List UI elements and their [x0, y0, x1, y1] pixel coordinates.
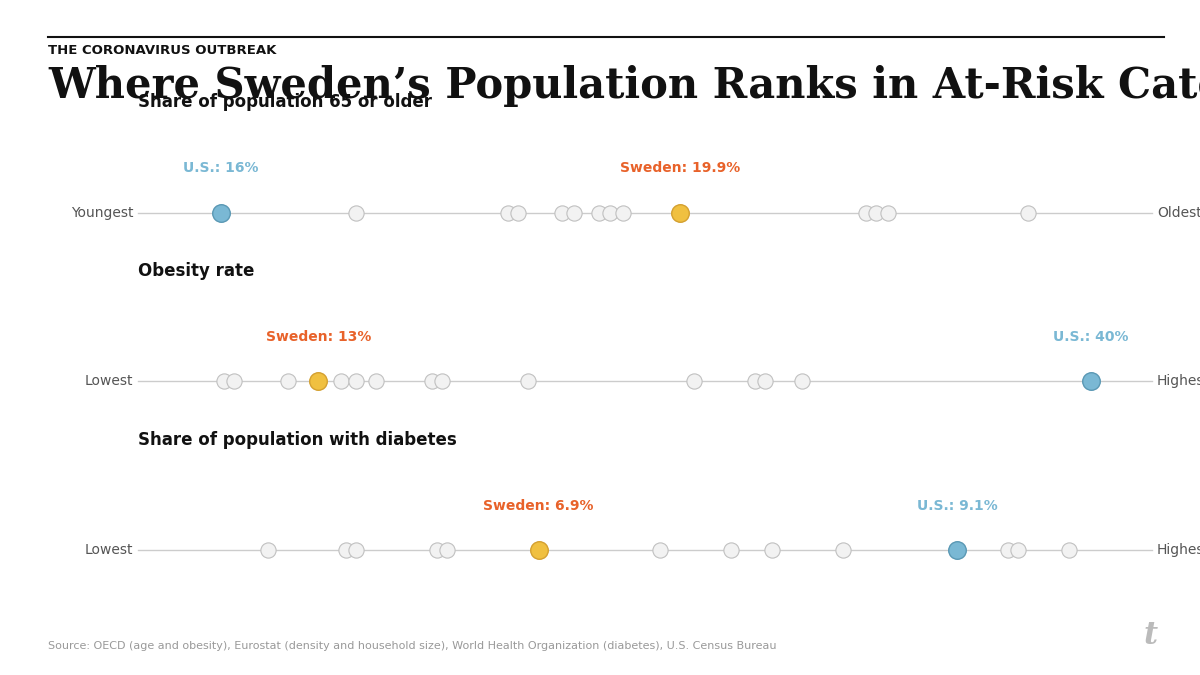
Point [336, 545, 355, 556]
Point [1081, 376, 1100, 387]
Text: THE CORONAVIRUS OUTBREAK: THE CORONAVIRUS OUTBREAK [48, 44, 276, 57]
Point [347, 376, 366, 387]
Point [331, 376, 350, 387]
Text: Share of population 65 or older: Share of population 65 or older [138, 93, 432, 111]
Point [211, 207, 230, 218]
Text: Oldest: Oldest [1157, 206, 1200, 219]
Point [721, 545, 740, 556]
Point [1008, 545, 1027, 556]
Text: Source: OECD (age and obesity), Eurostat (density and household size), World Hea: Source: OECD (age and obesity), Eurostat… [48, 641, 776, 651]
Text: Obesity rate: Obesity rate [138, 262, 254, 280]
Text: Sweden: 6.9%: Sweden: 6.9% [484, 499, 594, 513]
Point [589, 207, 608, 218]
Text: Where Sweden’s Population Ranks in At-Risk Categories: Where Sweden’s Population Ranks in At-Ri… [48, 64, 1200, 107]
Text: U.S.: 40%: U.S.: 40% [1054, 330, 1129, 344]
Point [762, 545, 781, 556]
Text: Highest: Highest [1157, 375, 1200, 388]
Point [518, 376, 538, 387]
Point [792, 376, 811, 387]
Point [613, 207, 632, 218]
Point [833, 545, 852, 556]
Text: Lowest: Lowest [85, 375, 133, 388]
Point [509, 207, 528, 218]
Text: Share of population with diabetes: Share of population with diabetes [138, 431, 457, 449]
Point [498, 207, 517, 218]
Point [564, 207, 583, 218]
Point [422, 376, 442, 387]
Point [258, 545, 277, 556]
Point [857, 207, 876, 218]
Point [755, 376, 774, 387]
Point [432, 376, 451, 387]
Text: U.S.: 9.1%: U.S.: 9.1% [917, 499, 997, 513]
Point [684, 376, 703, 387]
Point [347, 545, 366, 556]
Text: Youngest: Youngest [71, 206, 133, 219]
Text: Highest: Highest [1157, 543, 1200, 557]
Point [948, 545, 967, 556]
Text: Lowest: Lowest [85, 543, 133, 557]
Text: Sweden: 13%: Sweden: 13% [266, 330, 371, 344]
Point [552, 207, 571, 218]
Point [224, 376, 244, 387]
Point [347, 207, 366, 218]
Point [278, 376, 298, 387]
Point [1019, 207, 1038, 218]
Point [438, 545, 457, 556]
Point [998, 545, 1018, 556]
Point [215, 376, 234, 387]
Point [866, 207, 886, 218]
Text: Sweden: 19.9%: Sweden: 19.9% [620, 161, 740, 176]
Point [1060, 545, 1079, 556]
Point [671, 207, 690, 218]
Point [650, 545, 670, 556]
Point [745, 376, 764, 387]
Point [600, 207, 619, 218]
Point [878, 207, 898, 218]
Text: t: t [1144, 620, 1158, 651]
Text: U.S.: 16%: U.S.: 16% [184, 161, 259, 176]
Point [367, 376, 386, 387]
Point [427, 545, 446, 556]
Point [308, 376, 328, 387]
Point [529, 545, 548, 556]
